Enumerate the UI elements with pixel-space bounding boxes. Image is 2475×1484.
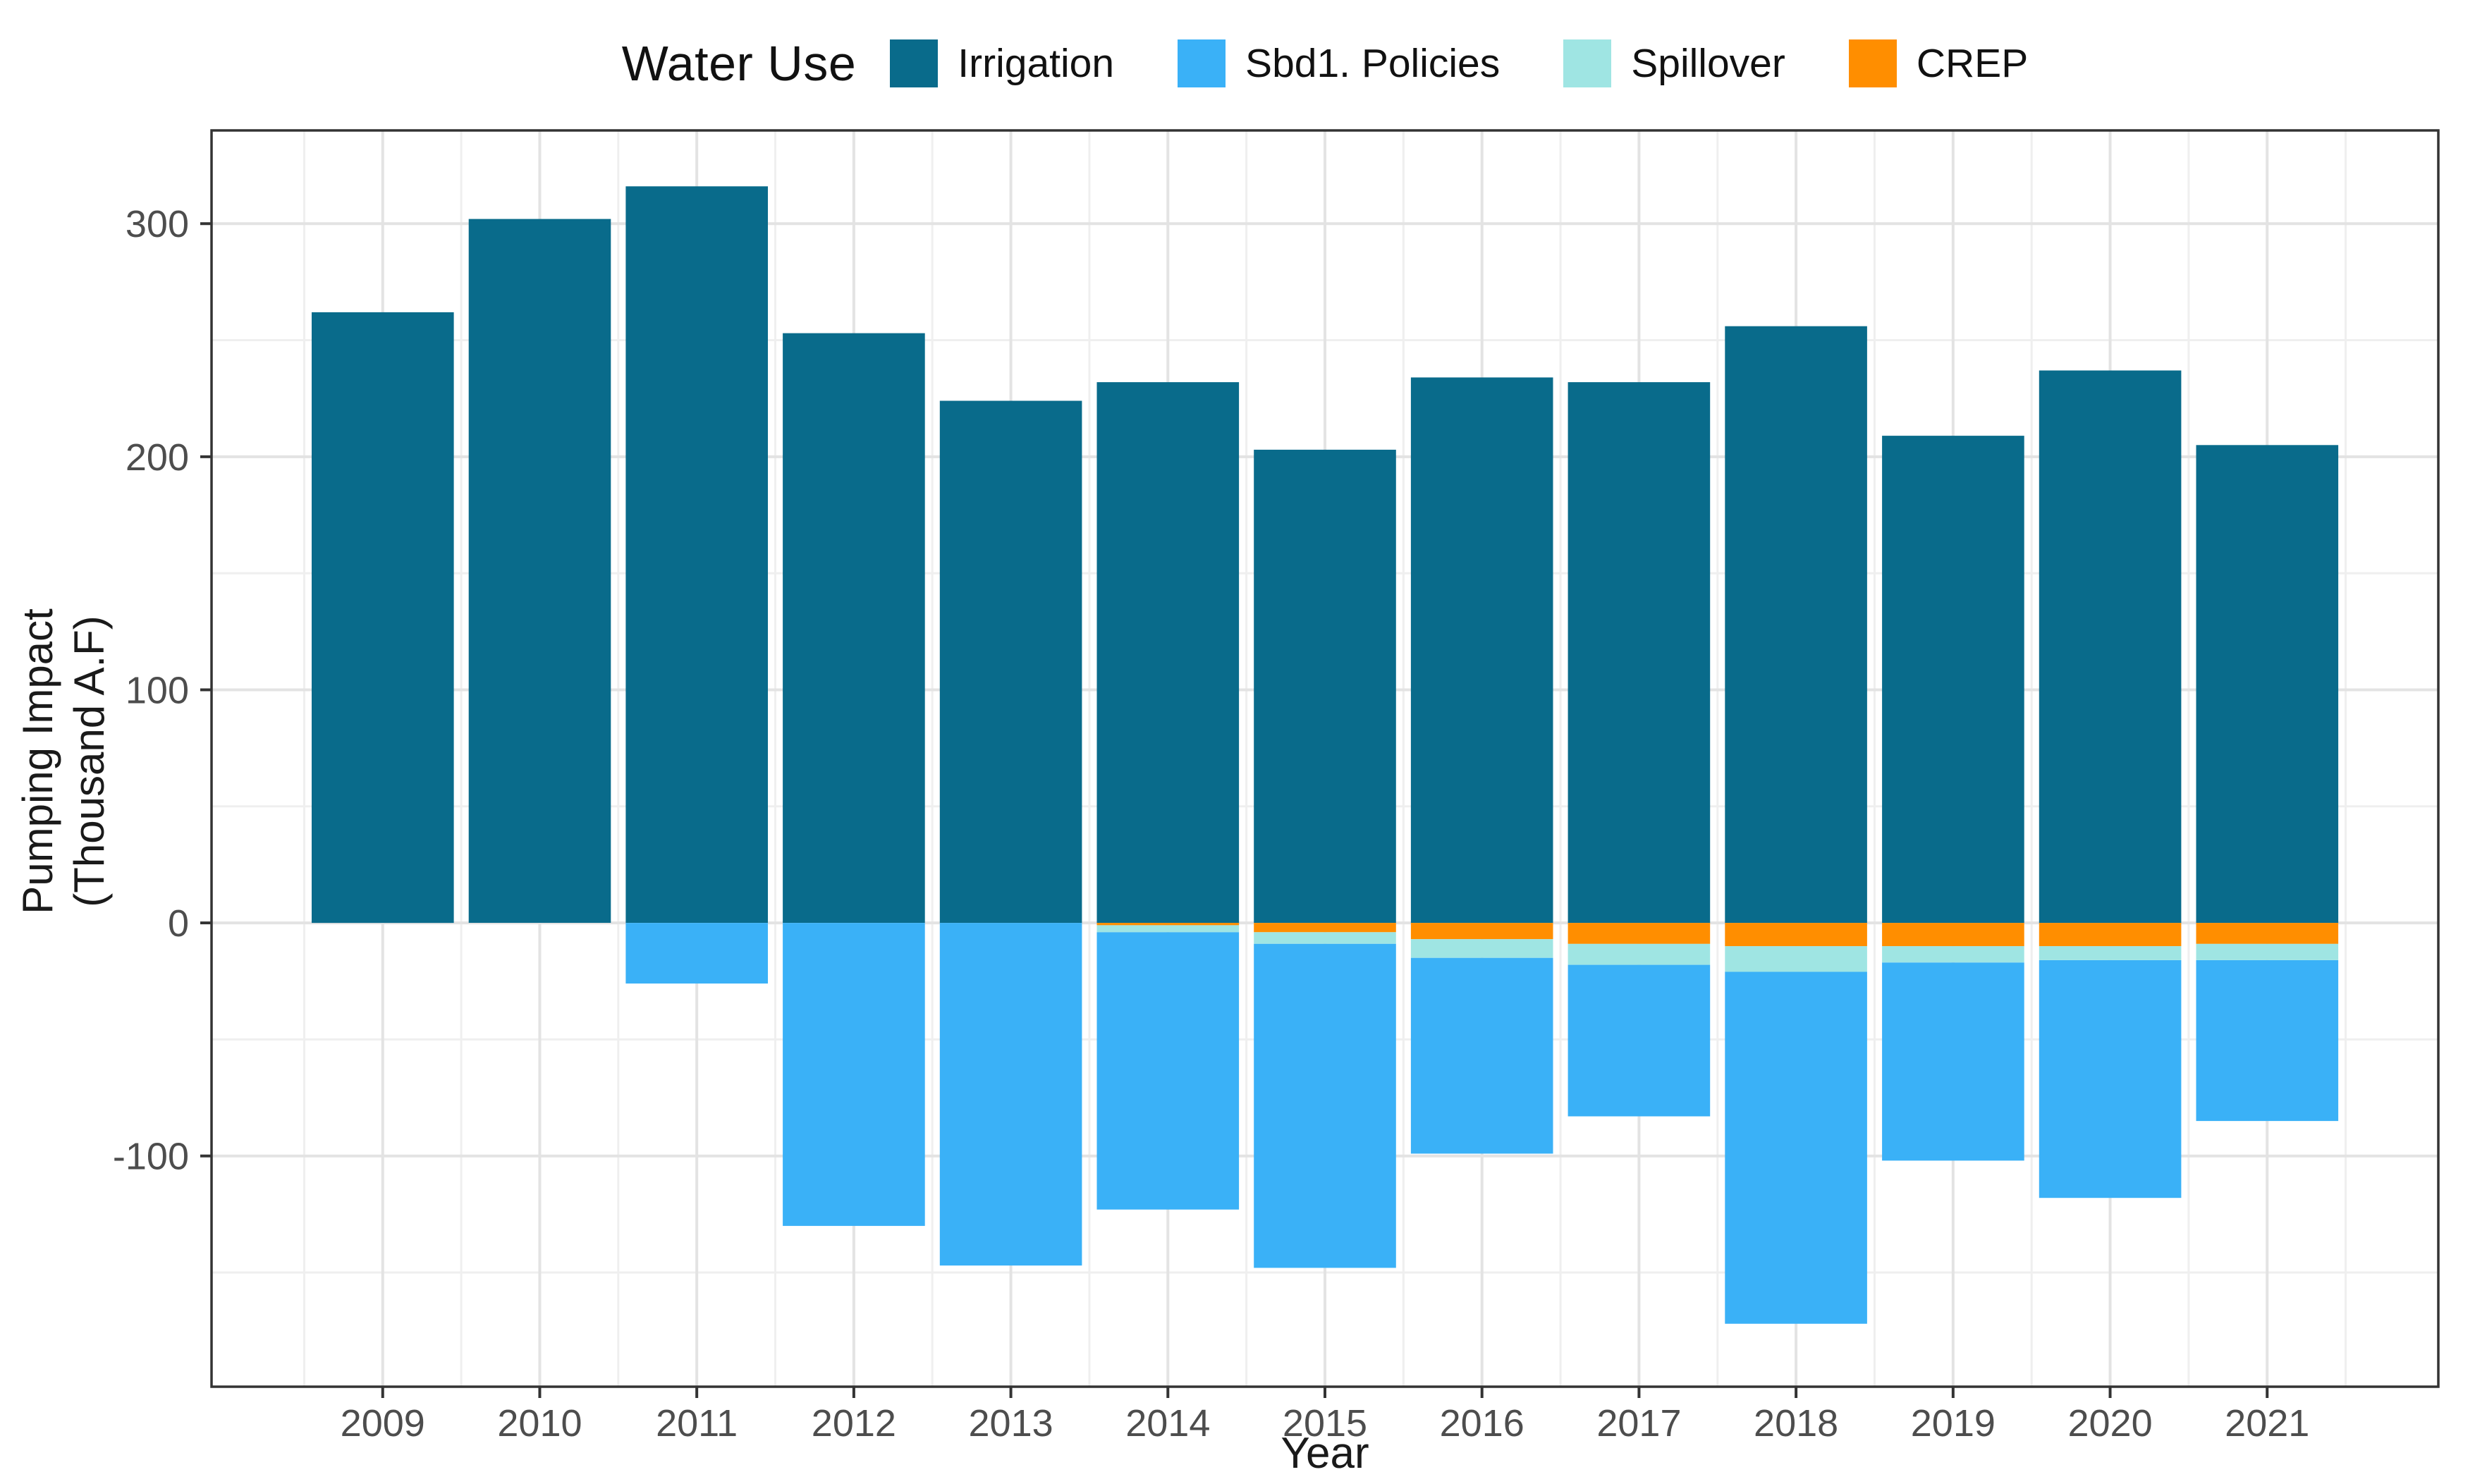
bar-irrigation	[2039, 370, 2182, 924]
bar-sbd1-policies	[1725, 971, 1867, 1324]
bar-spillover	[1568, 943, 1711, 965]
x-tick-label: 2016	[1440, 1402, 1524, 1445]
legend-label-crep: CREP	[1916, 41, 2029, 86]
x-tick-label: 2021	[2225, 1402, 2309, 1445]
bar-irrigation	[1568, 382, 1711, 924]
bar-sbd1-policies	[2039, 960, 2182, 1198]
bar-irrigation	[1882, 436, 2024, 924]
bar-crep	[1410, 923, 1553, 940]
legend-label-irrigation: Irrigation	[958, 41, 1115, 86]
x-tick-label: 2019	[1911, 1402, 1996, 1445]
bar-irrigation	[1096, 382, 1240, 924]
legend-swatch-irrigation	[890, 39, 939, 87]
bar-crep	[1096, 923, 1240, 926]
bar-irrigation	[2196, 445, 2339, 924]
y-tick-label: 0	[168, 902, 189, 945]
y-tick-label: 100	[126, 669, 189, 711]
legend-swatch-crep	[1848, 39, 1897, 87]
legend-swatch-sbd1-policies	[1178, 39, 1226, 87]
x-tick-label: 2010	[497, 1402, 582, 1445]
legend-title: Water Use	[621, 36, 857, 91]
y-tick-label: 200	[126, 436, 189, 479]
y-tick-label: -100	[113, 1136, 189, 1178]
x-tick-label: 2009	[341, 1402, 425, 1445]
bar-spillover	[1410, 939, 1553, 958]
bar-irrigation	[939, 400, 1082, 924]
x-tick-label: 2011	[656, 1402, 738, 1445]
bar-sbd1-policies	[1096, 932, 1240, 1210]
bar-crep	[1568, 923, 1711, 944]
y-tick-label: 300	[126, 203, 189, 245]
bar-sbd1-policies	[1254, 943, 1396, 1268]
bar-irrigation	[625, 186, 768, 923]
bar-spillover	[1096, 925, 1240, 933]
x-tick-label: 2014	[1125, 1402, 1210, 1445]
bar-spillover	[2039, 946, 2182, 960]
legend-label-spillover: Spillover	[1631, 41, 1785, 86]
x-tick-label: 2017	[1596, 1402, 1681, 1445]
legend-item-crep: CREP	[1848, 39, 2029, 87]
bar-crep	[1725, 923, 1867, 947]
bar-irrigation	[1254, 449, 1396, 923]
bar-sbd1-policies	[2196, 960, 2339, 1122]
bar-spillover	[2196, 943, 2339, 960]
bar-sbd1-policies	[625, 923, 768, 984]
bar-irrigation	[312, 312, 454, 924]
bar-sbd1-policies	[1568, 964, 1711, 1117]
bar-crep	[1882, 923, 2024, 947]
bar-spillover	[1882, 946, 2024, 963]
bar-spillover	[1254, 932, 1396, 944]
bar-crep	[2196, 923, 2339, 944]
bar-sbd1-policies	[1882, 962, 2024, 1161]
legend-item-spillover: Spillover	[1563, 39, 1785, 87]
legend: Water Use Irrigation Sbd1. Policies Spil…	[212, 27, 2438, 100]
bar-irrigation	[783, 333, 925, 924]
x-axis-title: Year	[1281, 1429, 1369, 1478]
bar-irrigation	[1725, 326, 1867, 924]
bar-crep	[1254, 923, 1396, 933]
legend-label-sbd1-policies: Sbd1. Policies	[1245, 41, 1501, 86]
legend-item-sbd1-policies: Sbd1. Policies	[1178, 39, 1500, 87]
bar-spillover	[1725, 946, 1867, 972]
bar-sbd1-policies	[939, 923, 1082, 1266]
bar-sbd1-policies	[783, 923, 925, 1226]
x-tick-label: 2018	[1754, 1402, 1838, 1445]
x-tick-label: 2012	[812, 1402, 896, 1445]
bar-crep	[2039, 923, 2182, 947]
bar-irrigation	[468, 219, 611, 924]
x-tick-label: 2020	[2067, 1402, 2152, 1445]
legend-item-irrigation: Irrigation	[890, 39, 1114, 87]
bar-sbd1-policies	[1410, 957, 1553, 1154]
x-tick-label: 2013	[969, 1402, 1053, 1445]
bar-irrigation	[1410, 377, 1553, 923]
legend-swatch-spillover	[1563, 39, 1612, 87]
x-tick-label: 2015	[1283, 1402, 1367, 1445]
